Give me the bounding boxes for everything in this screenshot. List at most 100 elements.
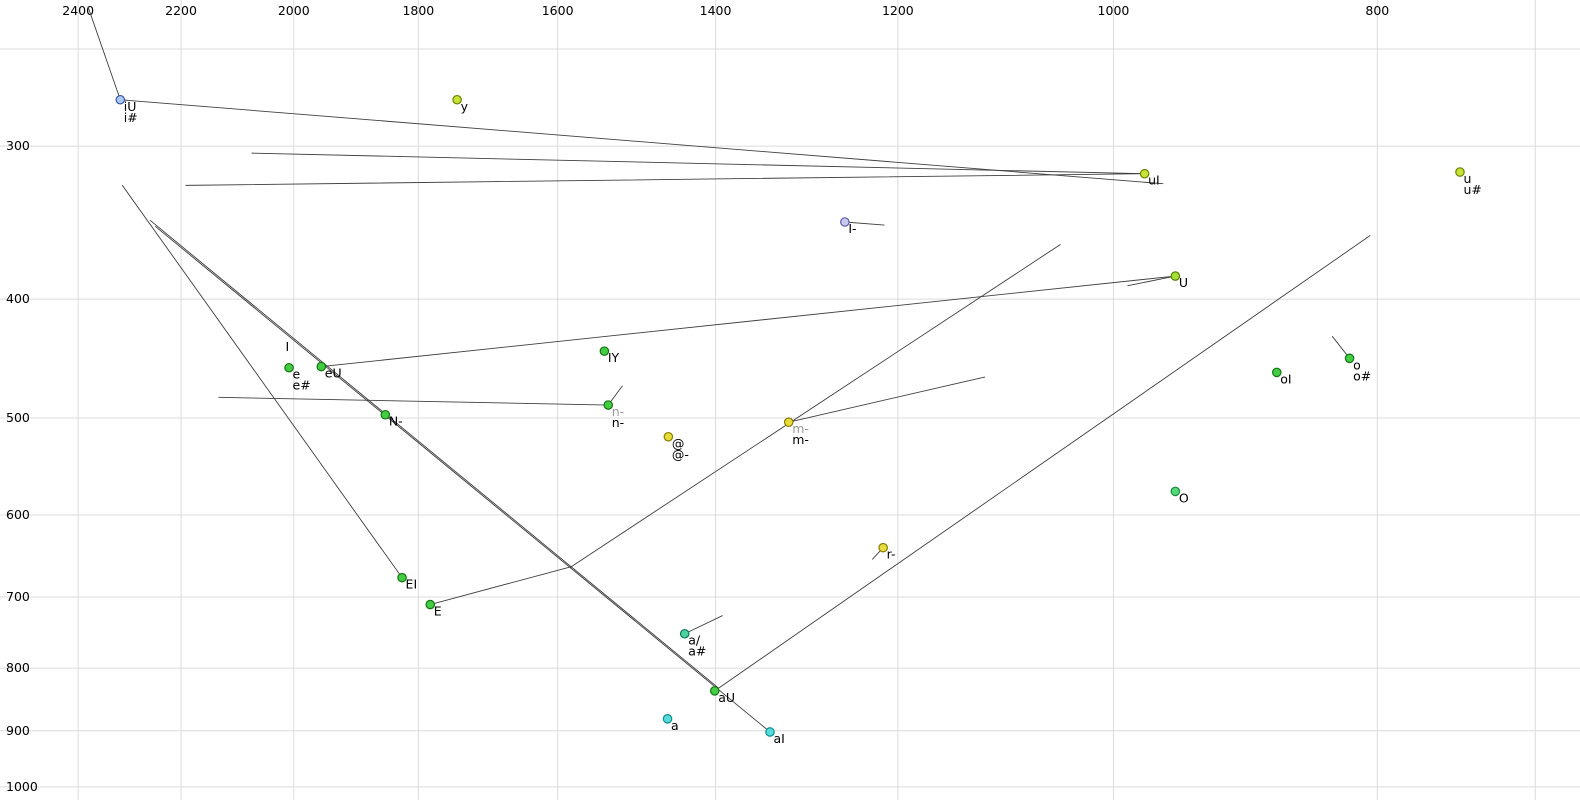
vowel-point-i: I- xyxy=(840,217,857,236)
trajectory-line xyxy=(251,152,1146,175)
vowel-point-label: U xyxy=(1179,275,1188,290)
trajectory-line xyxy=(121,184,403,579)
x-tick-label: 1200 xyxy=(882,3,914,18)
vowel-dot-ui xyxy=(1139,168,1150,179)
vowel-point-label: O xyxy=(1179,490,1189,505)
vowel-point-u: uu# xyxy=(1455,167,1482,197)
data-points: iUi# y uI uu# I- U IY Iee# eU N-n-n- @@- m-m-oI oo# O… xyxy=(115,94,1482,746)
vowel-point-oi: oI xyxy=(1271,367,1292,386)
vowel-point-label: e# xyxy=(293,378,311,393)
vowel-point-i: I xyxy=(286,339,290,354)
vowel-dot-u xyxy=(1455,167,1465,177)
vowel-dot-i xyxy=(840,217,850,227)
y-tick-label: 700 xyxy=(6,589,30,604)
vowel-point-label: E xyxy=(434,604,442,619)
vowel-point-label: y xyxy=(461,99,469,114)
vowel-point-label: uI xyxy=(1148,173,1160,188)
y-tick-label: 900 xyxy=(6,723,30,738)
trajectory-line xyxy=(714,235,1371,692)
vowel-point-ui: uI xyxy=(1139,168,1160,188)
vowel-point-label: i# xyxy=(124,110,138,125)
trajectory-line xyxy=(185,173,1146,186)
vowel-point-label: m- xyxy=(792,421,809,436)
vowel-point-label: oI xyxy=(1280,371,1291,386)
vowel-point-label: a# xyxy=(688,644,706,659)
y-tick-label: 600 xyxy=(6,507,30,522)
vowel-point-x: @@- xyxy=(663,431,689,462)
vowel-point-label: I- xyxy=(848,221,856,236)
vowel-dot-eu xyxy=(316,361,327,372)
vowel-dot-o xyxy=(1170,486,1181,497)
vowel-dot-ai xyxy=(765,727,775,737)
trajectory-line xyxy=(87,6,121,101)
x-tick-label: 2200 xyxy=(165,3,197,18)
vowel-dot-n xyxy=(603,400,614,410)
vowel-dot-n xyxy=(380,409,391,420)
vowel-dot-au xyxy=(709,686,720,696)
trajectory-line xyxy=(320,275,1176,368)
x-tick-label: 2000 xyxy=(278,3,310,18)
vowel-dot-x xyxy=(663,431,674,442)
vowel-dot-y xyxy=(452,94,462,105)
trajectory-line xyxy=(684,615,723,635)
vowel-point-u: U xyxy=(1170,271,1188,290)
vowel-dot-a xyxy=(662,714,673,724)
vowel-point-e: E xyxy=(425,599,442,619)
y-tick-label: 500 xyxy=(6,410,30,425)
vowel-dot-u xyxy=(1170,271,1181,281)
trajectory-line xyxy=(218,396,609,406)
vowel-point-n: N- xyxy=(380,409,403,429)
vowel-dot-e xyxy=(425,599,436,610)
y-tick-label: 1000 xyxy=(6,779,38,794)
vowel-point-label: a xyxy=(671,718,679,733)
vowel-point-label: EI xyxy=(406,577,418,592)
vowel-dot-m xyxy=(783,417,794,427)
trajectory-line xyxy=(1127,275,1176,287)
trajectory-line xyxy=(569,244,1061,568)
vowel-point-label: n- xyxy=(612,404,624,419)
vowel-point-a: a/a# xyxy=(679,628,706,659)
vowel-point-label: u xyxy=(1463,171,1471,186)
trajectory-line xyxy=(429,566,573,606)
vowel-point-label: n- xyxy=(612,415,624,430)
vowel-dot-r xyxy=(878,542,888,553)
vowel-point-y: y xyxy=(452,94,469,114)
vowel-point-label: IY xyxy=(608,350,620,365)
axis-tick-labels: 2400 2200 2000 1800 1600 1400 1200 1000 800 300 40… xyxy=(6,3,1389,794)
x-tick-label: 1000 xyxy=(1098,3,1130,18)
vowel-dot-ei xyxy=(397,572,407,583)
vowel-dot-e xyxy=(284,362,294,373)
x-tick-label: 800 xyxy=(1365,3,1389,18)
vowel-dot-a xyxy=(679,628,690,639)
trajectory-line xyxy=(844,221,885,226)
vowel-point-label: a/ xyxy=(688,633,701,648)
vowel-point-o: oo# xyxy=(1344,353,1371,383)
vowel-point-a: a xyxy=(662,714,679,733)
y-tick-label: 800 xyxy=(6,660,30,675)
trajectory-line xyxy=(788,376,986,423)
y-tick-label: 300 xyxy=(6,138,30,153)
vowel-point-label: eU xyxy=(325,366,342,381)
vowel-point-ai: aI xyxy=(765,727,785,746)
vowel-point-label: e xyxy=(293,367,301,382)
vowel-point-n: n-n- xyxy=(603,400,624,430)
vowel-point-iy: IY xyxy=(599,346,620,365)
vowel-point-label: aI xyxy=(774,731,785,746)
vowel-point-o: O xyxy=(1170,486,1189,505)
x-tick-label: 2400 xyxy=(62,3,94,18)
vowel-point-e: ee# xyxy=(284,362,311,393)
vowel-dot-iy xyxy=(599,346,610,356)
vowel-point-label: aU xyxy=(718,690,735,705)
vowel-point-label: @ xyxy=(672,436,685,451)
vowel-point-label: u# xyxy=(1463,182,1481,197)
x-tick-label: 1600 xyxy=(542,3,574,18)
x-tick-label: 1800 xyxy=(402,3,434,18)
vowel-point-label: m- xyxy=(792,432,809,447)
trajectory-line xyxy=(155,226,771,733)
vowel-point-r: r- xyxy=(878,542,896,562)
vowel-point-eu: eU xyxy=(316,361,342,381)
vowel-point-iu: iUi# xyxy=(115,94,138,125)
vowel-point-m: m-m- xyxy=(783,417,809,447)
